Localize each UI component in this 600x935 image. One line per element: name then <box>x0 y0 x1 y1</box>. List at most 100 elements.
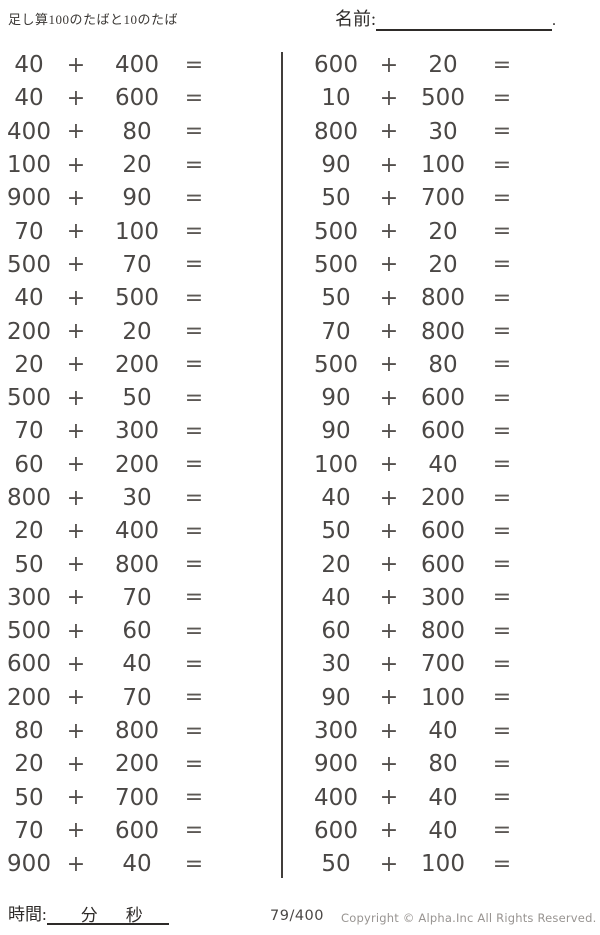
answer-blank[interactable] <box>524 315 594 348</box>
problem-row: 900 +80 = <box>300 748 594 781</box>
answer-blank[interactable] <box>208 782 278 815</box>
answer-blank[interactable] <box>524 282 594 315</box>
operand-1: 50 <box>14 551 44 578</box>
answer-blank[interactable] <box>208 615 278 648</box>
operand-1: 70 <box>14 817 44 844</box>
operand-1: 600 <box>7 651 51 678</box>
operand-1: 70 <box>14 418 44 445</box>
plus-sign: + <box>379 685 399 711</box>
answer-blank[interactable] <box>208 382 278 415</box>
problem-row: 50 +700 = <box>0 782 278 815</box>
answer-blank[interactable] <box>208 449 278 482</box>
answer-blank[interactable] <box>524 715 594 748</box>
operand-1: 60 <box>14 451 44 478</box>
name-input-line[interactable] <box>376 9 553 31</box>
equals-sign: = <box>184 751 204 777</box>
answer-blank[interactable] <box>524 49 594 82</box>
answer-blank[interactable] <box>208 548 278 581</box>
operand-1: 70 <box>321 318 351 345</box>
operand-2: 600 <box>421 551 465 578</box>
operand-2: 70 <box>122 684 152 711</box>
answer-blank[interactable] <box>208 149 278 182</box>
operand-2: 500 <box>421 85 465 112</box>
equals-sign: = <box>492 285 512 311</box>
answer-blank[interactable] <box>208 49 278 82</box>
answer-blank[interactable] <box>524 349 594 382</box>
operand-2: 800 <box>421 618 465 645</box>
answer-blank[interactable] <box>208 315 278 348</box>
answer-blank[interactable] <box>524 782 594 815</box>
answer-blank[interactable] <box>208 648 278 681</box>
answer-blank[interactable] <box>208 748 278 781</box>
operand-2: 20 <box>428 251 458 278</box>
problem-row: 800 +30 = <box>300 116 594 149</box>
answer-blank[interactable] <box>524 82 594 115</box>
plus-sign: + <box>379 518 399 544</box>
operand-1: 800 <box>314 118 358 145</box>
answer-blank[interactable] <box>208 715 278 748</box>
operand-1: 300 <box>7 584 51 611</box>
answer-blank[interactable] <box>524 149 594 182</box>
equals-sign: = <box>492 585 512 611</box>
answer-blank[interactable] <box>524 548 594 581</box>
answer-blank[interactable] <box>208 182 278 215</box>
answer-blank[interactable] <box>208 848 278 881</box>
plus-sign: + <box>66 718 86 744</box>
answer-blank[interactable] <box>524 449 594 482</box>
operand-2: 600 <box>421 385 465 412</box>
plus-sign: + <box>379 52 399 78</box>
answer-blank[interactable] <box>208 249 278 282</box>
equals-sign: = <box>184 219 204 245</box>
operand-1: 70 <box>14 218 44 245</box>
answer-blank[interactable] <box>524 582 594 615</box>
answer-blank[interactable] <box>208 582 278 615</box>
operand-2: 20 <box>428 218 458 245</box>
answer-blank[interactable] <box>208 82 278 115</box>
equals-sign: = <box>184 252 204 278</box>
operand-2: 40 <box>428 718 458 745</box>
answer-blank[interactable] <box>208 215 278 248</box>
answer-blank[interactable] <box>208 282 278 315</box>
answer-blank[interactable] <box>524 648 594 681</box>
problem-row: 500 +80 = <box>300 349 594 382</box>
answer-blank[interactable] <box>208 116 278 149</box>
answer-blank[interactable] <box>524 515 594 548</box>
equals-sign: = <box>492 52 512 78</box>
problem-row: 400 +80 = <box>0 116 278 149</box>
problem-row: 500 +50 = <box>0 382 278 415</box>
operand-1: 90 <box>321 684 351 711</box>
time-field: 時間: 分秒 <box>8 900 169 925</box>
equals-sign: = <box>184 319 204 345</box>
answer-blank[interactable] <box>524 116 594 149</box>
operand-2: 40 <box>428 451 458 478</box>
answer-blank[interactable] <box>524 615 594 648</box>
answer-blank[interactable] <box>524 382 594 415</box>
answer-blank[interactable] <box>524 682 594 715</box>
plus-sign: + <box>66 618 86 644</box>
answer-blank[interactable] <box>208 515 278 548</box>
answer-blank[interactable] <box>524 848 594 881</box>
problem-row: 100 +20 = <box>0 149 278 182</box>
answer-blank[interactable] <box>524 215 594 248</box>
equals-sign: = <box>492 718 512 744</box>
plus-sign: + <box>379 418 399 444</box>
problem-row: 60 +200 = <box>0 449 278 482</box>
operand-2: 200 <box>115 351 159 378</box>
operand-1: 90 <box>321 152 351 179</box>
operand-2: 200 <box>421 485 465 511</box>
answer-blank[interactable] <box>208 815 278 848</box>
equals-sign: = <box>492 85 512 111</box>
answer-blank[interactable] <box>524 182 594 215</box>
time-input-line[interactable]: 分秒 <box>46 901 169 925</box>
answer-blank[interactable] <box>208 415 278 448</box>
answer-blank[interactable] <box>524 415 594 448</box>
answer-blank[interactable] <box>524 249 594 282</box>
answer-blank[interactable] <box>524 748 594 781</box>
answer-blank[interactable] <box>524 482 594 515</box>
plus-sign: + <box>379 319 399 345</box>
equals-sign: = <box>492 319 512 345</box>
answer-blank[interactable] <box>208 349 278 382</box>
answer-blank[interactable] <box>524 815 594 848</box>
answer-blank[interactable] <box>208 482 278 515</box>
answer-blank[interactable] <box>208 682 278 715</box>
